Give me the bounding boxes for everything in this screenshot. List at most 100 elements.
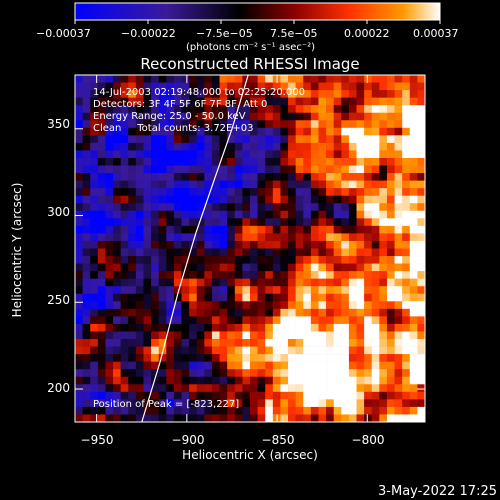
heatmap-cell — [135, 376, 144, 385]
heatmap-cell — [97, 188, 106, 196]
heatmap-cell — [402, 120, 411, 129]
heatmap-cell — [181, 188, 190, 196]
heatmap-cell — [250, 157, 258, 166]
heatmap-cell — [151, 293, 159, 302]
heatmap-cell — [326, 82, 334, 91]
heatmap-cell — [242, 369, 251, 378]
heatmap-cell — [135, 120, 144, 129]
heatmap-cell — [303, 203, 312, 212]
heatmap-cell — [280, 90, 289, 98]
heatmap-cell — [303, 263, 312, 272]
heatmap-cell — [379, 308, 388, 317]
heatmap-cell — [364, 233, 373, 242]
heatmap-cell — [348, 97, 357, 106]
heatmap-cell — [234, 165, 243, 174]
heatmap-cell — [341, 248, 350, 257]
heatmap-cell — [379, 157, 388, 166]
heatmap-cell — [409, 263, 418, 272]
heatmap-cell — [257, 406, 266, 415]
heatmap-cell — [120, 210, 129, 219]
heatmap-cell — [333, 203, 342, 212]
heatmap-cell — [181, 142, 190, 151]
heatmap-cell — [379, 127, 388, 136]
heatmap-cell — [204, 218, 213, 227]
heatmap-cell — [189, 346, 198, 355]
heatmap-cell — [394, 339, 403, 347]
heatmap-cell — [402, 414, 411, 422]
heatmap-cell — [394, 90, 403, 98]
heatmap-cell — [409, 195, 418, 204]
heatmap-cell — [333, 173, 342, 181]
heatmap-cell — [386, 225, 395, 234]
heatmap-cell — [288, 369, 296, 378]
heatmap-cell — [120, 105, 129, 114]
heatmap-cell — [135, 210, 144, 219]
heatmap-cell — [151, 173, 159, 181]
heatmap-cell — [196, 391, 205, 400]
heatmap-cell — [257, 301, 266, 310]
heatmap-cell — [356, 301, 365, 310]
heatmap-cell — [189, 331, 198, 340]
heatmap-cell — [295, 240, 304, 249]
heatmap-cell — [272, 218, 281, 227]
heatmap-cell — [143, 82, 152, 91]
heatmap-cell — [135, 203, 144, 212]
heatmap-cell — [356, 210, 365, 219]
y-tick-label: 350 — [47, 117, 70, 131]
heatmap-cell — [75, 157, 83, 166]
heatmap-cell — [158, 135, 167, 144]
heatmap-cell — [402, 218, 411, 227]
heatmap-cell — [181, 278, 190, 287]
heatmap-cell — [82, 218, 91, 227]
heatmap-cell — [265, 414, 274, 422]
heatmap-cell — [143, 316, 152, 325]
heatmap-cell — [341, 233, 350, 242]
heatmap-cell — [356, 218, 365, 227]
heatmap-cell — [280, 248, 289, 257]
heatmap-cell — [227, 414, 236, 422]
heatmap-cell — [196, 339, 205, 347]
heatmap-cell — [242, 142, 251, 151]
heatmap-cell — [242, 376, 251, 385]
heatmap-cell — [120, 75, 129, 83]
heatmap-cell — [173, 120, 182, 129]
heatmap-cell — [75, 278, 83, 287]
heatmap-cell — [90, 210, 99, 219]
heatmap-cell — [113, 331, 121, 340]
heatmap-cell — [288, 391, 296, 400]
heatmap-cell — [250, 406, 258, 415]
heatmap-cell — [151, 323, 159, 332]
heatmap-cell — [196, 225, 205, 234]
colorbar-tick-label: −0.00022 — [121, 27, 176, 40]
heatmap-cell — [105, 180, 114, 189]
heatmap-cell — [310, 127, 319, 136]
heatmap-cell — [181, 195, 190, 204]
heatmap-cell — [227, 286, 236, 295]
heatmap-cell — [189, 142, 198, 151]
heatmap-cell — [379, 112, 388, 121]
heatmap-cell — [272, 233, 281, 242]
heatmap-cell — [211, 218, 220, 227]
heatmap-cell — [310, 414, 319, 422]
heatmap-cell — [310, 142, 319, 151]
heatmap-cell — [113, 157, 121, 166]
heatmap-cell — [219, 301, 228, 310]
heatmap-cell — [417, 127, 425, 136]
heatmap-cell — [402, 203, 411, 212]
heatmap-cell — [75, 308, 83, 317]
heatmap-cell — [75, 346, 83, 355]
heatmap-cell — [135, 105, 144, 114]
heatmap-cell — [265, 240, 274, 249]
heatmap-cell — [257, 414, 266, 422]
heatmap-cell — [143, 271, 152, 279]
heatmap-cell — [97, 369, 106, 378]
heatmap-cell — [234, 256, 243, 264]
heatmap-cell — [166, 384, 175, 393]
heatmap-cell — [356, 376, 365, 385]
heatmap-cell — [173, 339, 182, 347]
heatmap-cell — [143, 105, 152, 114]
heatmap-cell — [151, 414, 159, 422]
heatmap-cell — [341, 218, 350, 227]
heatmap-cell — [128, 248, 137, 257]
